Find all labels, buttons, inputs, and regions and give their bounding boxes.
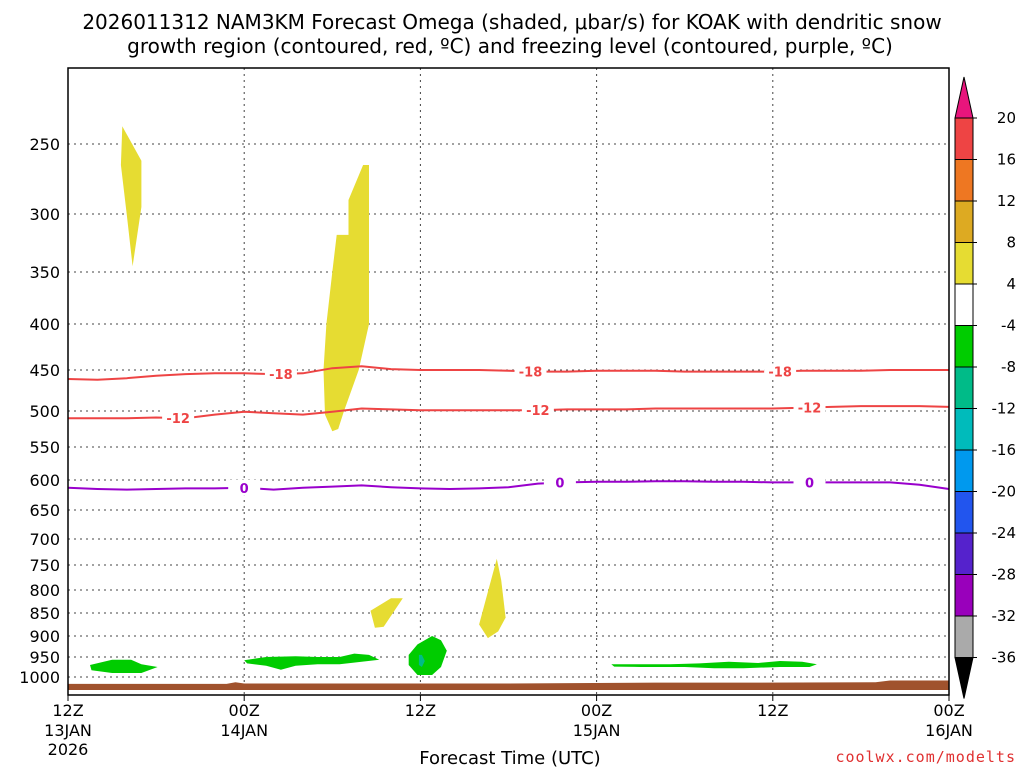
contour-label: -18	[519, 365, 543, 380]
y-tick-label: 400	[29, 315, 60, 334]
contour-label-bg	[543, 474, 576, 491]
contour-line	[67, 365, 949, 381]
colorbar-swatch	[954, 200, 974, 243]
colorbar-swatch	[954, 449, 974, 492]
y-tick-label: 550	[29, 438, 60, 457]
colorbar-label: -16	[992, 441, 1017, 459]
y-axis-ticks: 250 300 350 400 450 500 550 600 650 700 750 800 850 9…	[19, 135, 60, 687]
y-tick-label: 650	[29, 501, 60, 520]
omega-region	[244, 653, 380, 670]
omega-region	[408, 636, 447, 675]
colorbar-label: 4	[1006, 275, 1016, 293]
contour-label-bg	[228, 479, 261, 496]
contour-label: -12	[526, 404, 550, 419]
y-tick-label: 1000	[19, 668, 60, 687]
x-tick-year: 2026	[48, 740, 89, 759]
colorbar-swatch	[954, 366, 974, 409]
omega-region	[323, 165, 369, 432]
contour-label: -12	[166, 412, 190, 427]
colorbar-top-arrow	[954, 76, 974, 119]
colorbar-swatch	[954, 117, 974, 160]
colorbar-label: -20	[992, 483, 1017, 501]
colorbar-bottom-arrow	[954, 657, 974, 699]
x-tick-time: 12Z	[405, 701, 436, 720]
colorbar-swatch	[954, 574, 974, 617]
colorbar-label: -12	[992, 400, 1017, 418]
y-tick-label: 950	[29, 648, 60, 667]
colorbar-label: -32	[992, 607, 1017, 625]
plot-frame	[67, 67, 950, 696]
contour-label: 0	[240, 482, 249, 497]
chart-title-line-1: 2026011312 NAM3KM Forecast Omega (shaded…	[82, 10, 941, 34]
omega-region	[90, 659, 158, 673]
omega-region	[418, 654, 425, 667]
plot-area	[68, 68, 949, 695]
colorbar-label: -24	[992, 524, 1017, 542]
terrain-layer	[68, 680, 949, 690]
x-tick-time: 00Z	[581, 701, 612, 720]
contour-label: -18	[768, 365, 792, 380]
y-tick-label: 450	[29, 361, 60, 380]
y-tick-label: 600	[29, 471, 60, 490]
grid-lines	[68, 68, 949, 695]
colorbar-swatch	[954, 615, 974, 658]
colorbar-swatch	[954, 491, 974, 534]
terrain-fill	[68, 680, 949, 690]
x-tick-date: 13JAN	[44, 721, 92, 740]
colorbar-swatch	[954, 532, 974, 575]
y-tick-label: 800	[29, 581, 60, 600]
y-tick-label: 300	[29, 205, 60, 224]
colorbar-swatch	[954, 242, 974, 285]
y-tick-label: 900	[29, 627, 60, 646]
contour-label-bg	[514, 363, 547, 380]
omega-shading	[90, 126, 817, 675]
omega-region	[611, 661, 817, 669]
colorbar-label: 16	[997, 151, 1016, 169]
colorbar-label: -4	[1001, 317, 1016, 335]
colorbar-swatch	[954, 283, 974, 326]
contour-label: -18	[269, 368, 293, 383]
contour-label: 0	[555, 477, 564, 492]
y-tick-label: 500	[29, 402, 60, 421]
colorbar-label: 12	[997, 192, 1016, 210]
x-tick-date: 16JAN	[925, 721, 973, 740]
colorbar-swatch	[954, 159, 974, 202]
omega-region	[120, 126, 142, 267]
colorbar-label: 20	[997, 109, 1016, 127]
y-tick-label: 250	[29, 135, 60, 154]
y-tick-label: 750	[29, 556, 60, 575]
x-tick-date: 15JAN	[573, 721, 621, 740]
x-axis-label: Forecast Time (UTC)	[419, 748, 600, 768]
contour-label-bg	[162, 410, 195, 427]
x-tick-time: 12Z	[757, 701, 788, 720]
contour-label: 0	[805, 476, 814, 491]
contour-label-bg	[793, 399, 826, 416]
colorbar-swatch	[954, 408, 974, 451]
contour-label: -12	[798, 402, 822, 417]
y-tick-label: 700	[29, 530, 60, 549]
credit-link[interactable]: coolwx.com/modelts	[835, 748, 1016, 766]
contour-label-bg	[793, 474, 826, 491]
chart-title-line-2: growth region (contoured, red, ºC) and f…	[127, 34, 893, 58]
omega-region	[370, 598, 403, 628]
contour-labels: -18 -18 -18 -12 -12 -12 0 0 0	[162, 363, 826, 497]
colorbar-label: 8	[1006, 234, 1016, 252]
contour-label-bg	[264, 365, 297, 382]
colorbar-swatch	[954, 325, 974, 368]
y-tick-label: 350	[29, 263, 60, 282]
colorbar-label: -8	[1001, 358, 1016, 376]
omega-region	[479, 558, 506, 639]
x-tick-date: 14JAN	[220, 721, 268, 740]
x-tick-time: 00Z	[229, 701, 260, 720]
contour-label-bg	[764, 363, 797, 380]
x-tick-time: 12Z	[52, 701, 83, 720]
colorbar-label: -28	[992, 566, 1017, 584]
contour-label-bg	[521, 402, 554, 419]
y-tick-label: 850	[29, 604, 60, 623]
colorbar-label: -36	[992, 649, 1017, 667]
x-tick-time: 00Z	[933, 701, 964, 720]
colorbar: 20 16 12 8 4 -4 -8 -12 -16 -20 -24 -28 -32 -36	[954, 76, 1017, 699]
